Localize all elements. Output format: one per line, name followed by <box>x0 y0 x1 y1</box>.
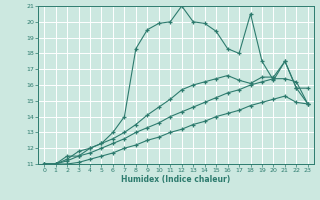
X-axis label: Humidex (Indice chaleur): Humidex (Indice chaleur) <box>121 175 231 184</box>
